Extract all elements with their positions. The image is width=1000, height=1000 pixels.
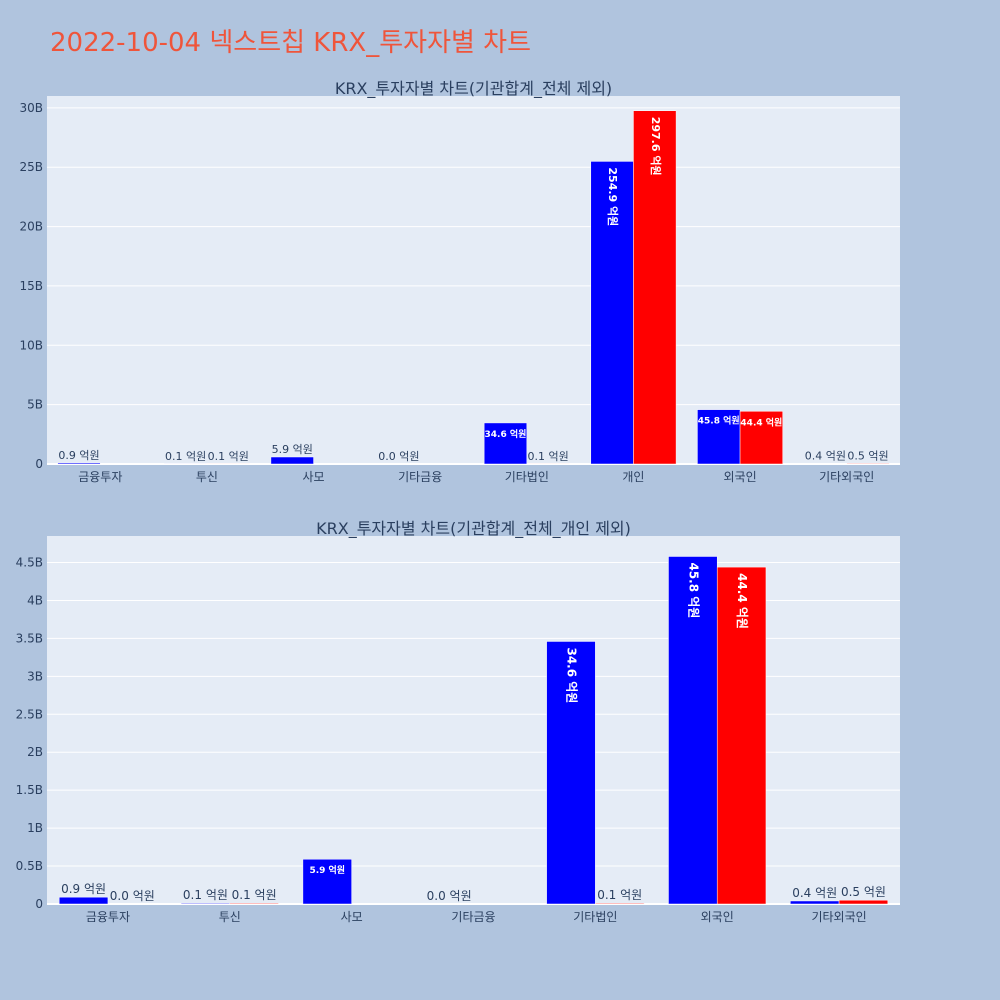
x-tick-label: 사모 — [341, 910, 363, 924]
plot-area — [47, 96, 900, 464]
x-tick-label: 기타외국인 — [811, 910, 866, 924]
y-tick-label: 4.5B — [16, 556, 43, 570]
data-label: 0.5 억원 — [847, 449, 888, 462]
x-tick-label: 사모 — [303, 470, 325, 484]
y-tick-label: 1.5B — [16, 783, 43, 797]
bar-sell — [229, 902, 279, 905]
bar-sell — [846, 463, 890, 465]
data-label: 34.6 억원 — [485, 428, 527, 440]
data-label: 44.4 억원 — [735, 573, 749, 629]
data-label: 0.9 억원 — [58, 449, 99, 462]
data-label: 0.1 억원 — [232, 888, 277, 902]
data-label: 0.0 억원 — [427, 889, 472, 903]
data-label: 0.4 억원 — [792, 886, 837, 900]
data-label: 5.9 억원 — [309, 864, 345, 876]
data-label: 0.4 억원 — [805, 450, 846, 463]
data-label: 0.0 억원 — [378, 450, 419, 463]
data-label: 0.1 억원 — [183, 888, 228, 902]
x-tick-label: 투신 — [219, 910, 241, 924]
data-label: 45.8 억원 — [686, 562, 700, 618]
y-tick-label: 4B — [27, 593, 43, 607]
page-title: 2022-10-04 넥스트칩 KRX_투자자별 차트 — [50, 28, 532, 58]
data-label: 0.9 억원 — [61, 882, 106, 896]
bar-sell — [739, 411, 783, 465]
data-label: 44.4 억원 — [740, 416, 782, 428]
y-tick-label: 3B — [27, 669, 43, 683]
bar-sell — [633, 110, 677, 465]
chart-panel-1: KRX_투자자별 차트(기관합계_전체 제외) 0 5B 10B 15B 20B 25B 30… — [19, 79, 900, 484]
y-tick-label: 0 — [35, 897, 43, 911]
y-tick-label: 20B — [19, 220, 43, 234]
data-label: 0.1 억원 — [208, 450, 249, 463]
y-tick-label: 2.5B — [16, 707, 43, 721]
data-label: 45.8 억원 — [698, 415, 740, 427]
x-tick-label: 기타법인 — [505, 470, 549, 484]
bar-buy — [546, 641, 596, 905]
data-label: 34.6 억원 — [564, 647, 578, 703]
bar-buy — [697, 409, 741, 465]
data-label: 5.9 억원 — [272, 443, 313, 456]
bar-buy — [270, 456, 314, 465]
y-tick-label: 25B — [19, 160, 43, 174]
y-tick-label: 2B — [27, 745, 43, 759]
chart-title: KRX_투자자별 차트(기관합계_전체_개인 제외) — [316, 519, 631, 539]
y-tick-label: 3.5B — [16, 631, 43, 645]
data-label: 0.1 억원 — [597, 888, 642, 902]
bar-sell — [595, 902, 645, 905]
data-label: 0.5 억원 — [841, 885, 886, 899]
bar-buy — [590, 161, 634, 465]
y-tick-label: 30B — [19, 101, 43, 115]
y-tick-label: 1B — [27, 821, 43, 835]
y-tick-label: 10B — [19, 338, 43, 352]
data-label: 0.0 억원 — [110, 889, 155, 903]
data-label: 297.6 억원 — [649, 117, 663, 176]
bar-buy — [668, 556, 718, 905]
bar-buy — [483, 422, 528, 465]
chart-title: KRX_투자자별 차트(기관합계_전체 제외) — [335, 79, 612, 99]
bar-sell — [838, 899, 889, 905]
x-tick-label: 개인 — [622, 470, 644, 484]
x-tick-label: 외국인 — [724, 470, 757, 484]
bar-buy — [58, 896, 109, 905]
data-label: 0.1 억원 — [165, 450, 206, 463]
x-tick-label: 기타금융 — [451, 910, 495, 924]
x-tick-label: 기타금융 — [398, 470, 442, 484]
x-tick-label: 기타외국인 — [819, 470, 874, 484]
y-tick-label: 5B — [27, 398, 43, 412]
data-label: 254.9 억원 — [606, 167, 620, 226]
data-label: 0.1 억원 — [528, 450, 569, 463]
bar-buy — [790, 900, 840, 905]
x-tick-label: 투신 — [196, 470, 218, 484]
x-tick-label: 외국인 — [701, 910, 734, 924]
x-tick-label: 금융투자 — [86, 910, 130, 924]
chart-panel-2: KRX_투자자별 차트(기관합계_전체_개인 제외) 0 0.5B 1B 1.5B 2B 2… — [16, 519, 900, 924]
y-tick-label: 0 — [35, 457, 43, 471]
bar-buy — [180, 902, 231, 905]
plot-area — [47, 536, 900, 904]
x-tick-label: 기타법인 — [573, 910, 617, 924]
y-tick-label: 15B — [19, 279, 43, 293]
y-tick-label: 0.5B — [16, 859, 43, 873]
bar-buy — [302, 858, 352, 905]
bar-sell — [716, 566, 767, 905]
bar-buy — [57, 462, 101, 465]
x-tick-label: 금융투자 — [78, 470, 122, 484]
